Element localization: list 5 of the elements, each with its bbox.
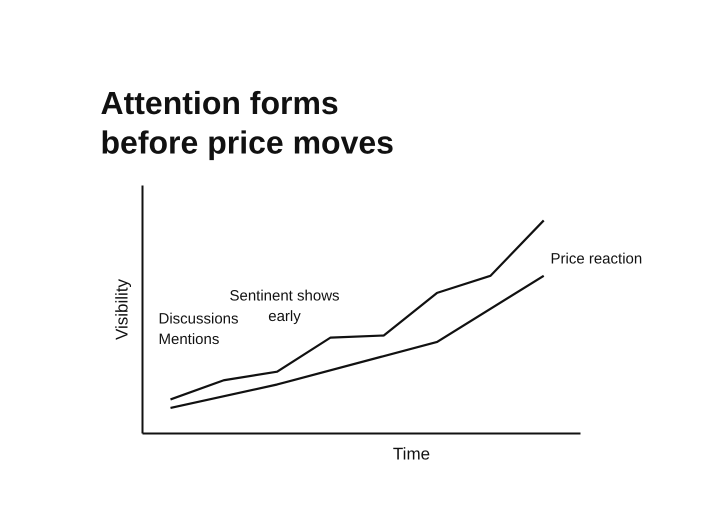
x-axis-title: Time xyxy=(392,444,430,464)
annotation: Price reaction xyxy=(550,250,642,268)
chart-title: Attention forms before price moves xyxy=(100,84,394,160)
annotation: Discussions Mentions xyxy=(158,310,239,348)
y-axis-title: Visibility xyxy=(112,278,132,340)
